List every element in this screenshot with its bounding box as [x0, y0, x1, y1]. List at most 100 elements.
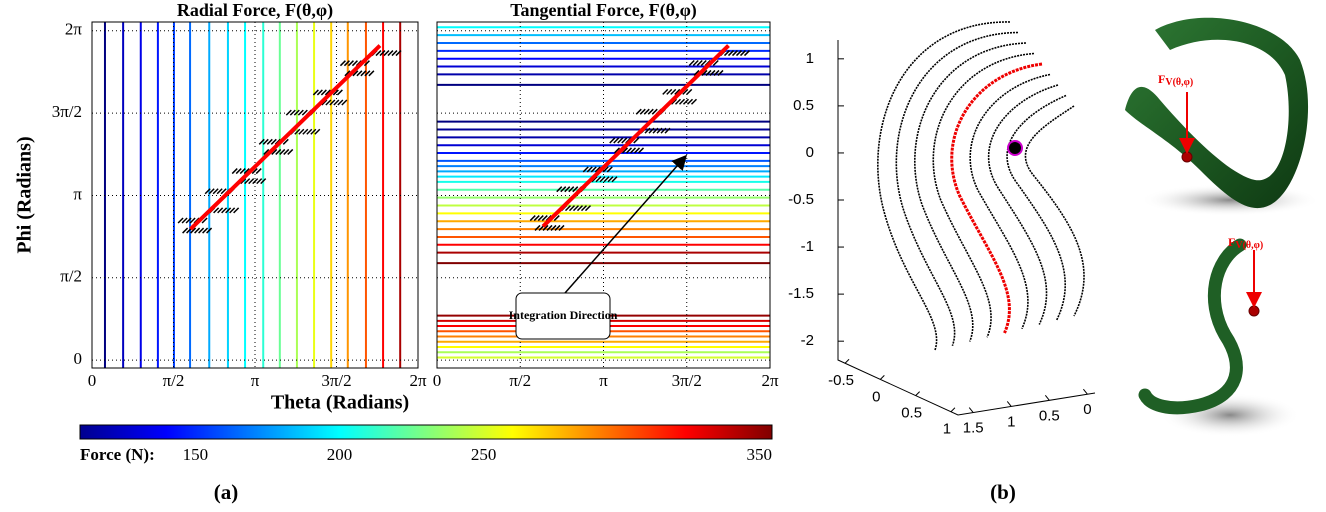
trajectory — [969, 73, 1051, 330]
hatch — [233, 207, 240, 214]
hatch — [185, 217, 192, 224]
x-tick-label: 0.5 — [901, 405, 922, 422]
hatch — [662, 88, 669, 95]
hatch — [674, 88, 681, 95]
hatch — [243, 168, 250, 175]
hatch — [700, 59, 707, 67]
hatch — [635, 108, 642, 115]
trajectory — [914, 42, 1027, 342]
x-axis-label: Theta (Radians) — [271, 392, 409, 414]
z-tick-label: 1 — [806, 50, 814, 67]
hatch — [550, 224, 557, 231]
hatch — [325, 99, 332, 106]
hatch — [240, 178, 247, 185]
hatch — [336, 89, 343, 96]
hatch — [682, 98, 690, 105]
hatch — [294, 128, 301, 135]
hatch — [712, 59, 719, 67]
hatch — [360, 70, 367, 77]
hatch — [248, 178, 255, 185]
hatch — [262, 138, 269, 145]
hatch — [251, 168, 258, 175]
hatch — [633, 147, 641, 154]
hatch — [564, 186, 571, 193]
integration-path — [189, 44, 382, 231]
hatch — [651, 108, 658, 115]
hatch — [363, 60, 370, 67]
hatch — [625, 147, 633, 154]
hatch — [705, 69, 712, 76]
hatch — [182, 227, 189, 234]
hatch — [293, 109, 300, 116]
x-tick-label: π — [251, 371, 260, 390]
hatch — [395, 50, 402, 57]
panel-label: (a) — [214, 480, 239, 504]
hatch — [690, 98, 698, 105]
hatch — [216, 188, 223, 195]
colorbar-tick-label: 250 — [471, 445, 497, 464]
plot-frame — [436, 21, 771, 369]
hatch — [629, 147, 637, 154]
y-tick — [1044, 395, 1050, 401]
hatch — [387, 50, 394, 57]
trajectory — [1006, 94, 1067, 321]
hatch — [717, 69, 724, 76]
y-tick-label: 3π/2 — [52, 102, 82, 121]
hatch — [314, 128, 321, 135]
hatch — [189, 217, 196, 224]
x-tick-label: 3π/2 — [672, 371, 702, 390]
hatch — [321, 99, 328, 106]
trajectory — [1024, 105, 1085, 317]
annotation: Integration Direction — [509, 308, 618, 322]
colorbar-label: Force (N): — [80, 445, 155, 464]
hatch — [542, 224, 549, 231]
hatch — [337, 99, 344, 106]
hatch — [613, 137, 620, 144]
hatch — [297, 109, 304, 116]
colorbar-tick-label: 150 — [183, 445, 209, 464]
hatch — [271, 148, 278, 155]
hatch — [206, 227, 213, 234]
hatch — [352, 70, 359, 77]
hatch — [202, 227, 209, 234]
hatch — [743, 50, 751, 57]
hatch — [275, 148, 282, 155]
x-tick — [915, 391, 921, 396]
hatch — [364, 70, 371, 77]
hatch — [560, 186, 567, 193]
hatch — [368, 70, 375, 77]
hatch — [316, 89, 323, 96]
hatch — [282, 138, 289, 145]
chart-title: Tangential Force, F(θ,φ) — [510, 0, 697, 21]
hatch — [639, 108, 646, 115]
z-tick-label: -1 — [801, 238, 814, 255]
hatch — [329, 99, 336, 106]
hatch — [664, 127, 671, 134]
hatch — [576, 205, 584, 212]
hatch — [225, 207, 232, 214]
hatch — [590, 166, 597, 173]
hatch — [252, 178, 259, 185]
y-tick-label: 2π — [65, 20, 83, 39]
x-tick-label: π/2 — [163, 371, 185, 390]
hatch — [713, 69, 720, 76]
hatch — [341, 99, 348, 106]
hatch — [670, 88, 677, 95]
hatch — [221, 207, 228, 214]
z-tick-label: -1.5 — [788, 285, 814, 302]
hatch — [391, 50, 398, 57]
hatch — [343, 60, 350, 67]
hatch — [727, 50, 735, 57]
hatch — [289, 109, 296, 116]
hatch — [356, 70, 363, 77]
x-tick-label: 2π — [761, 371, 779, 390]
y-tick-label: 0 — [1083, 401, 1091, 418]
hatch — [572, 205, 580, 212]
hatch — [285, 109, 292, 116]
spiral-render — [1138, 238, 1300, 437]
hatch — [533, 215, 540, 222]
contact-point — [1007, 140, 1023, 156]
hatch — [617, 137, 624, 144]
